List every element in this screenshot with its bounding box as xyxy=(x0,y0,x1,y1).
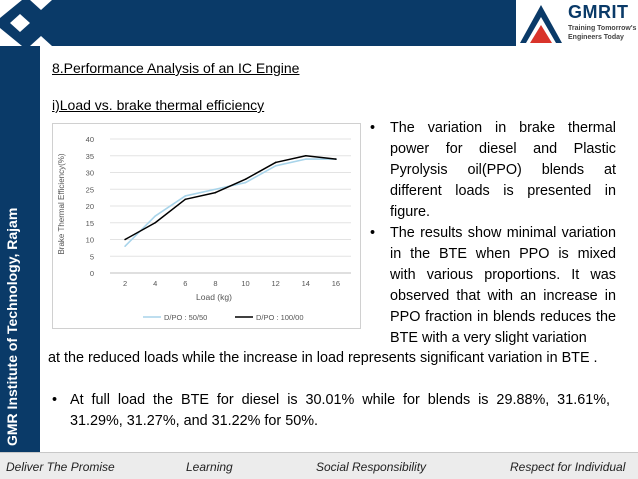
series-2-point xyxy=(124,238,126,241)
x-tick-label: 6 xyxy=(183,279,187,288)
series-2-point xyxy=(184,198,187,201)
sidebar xyxy=(0,46,40,452)
series-2-point xyxy=(305,154,307,157)
series-line-2 xyxy=(124,155,337,241)
series-2-point xyxy=(154,221,156,224)
x-tick-label: 2 xyxy=(123,279,127,288)
series-1-point xyxy=(274,165,277,167)
y-tick-label: 40 xyxy=(86,135,94,144)
footer-item-deliver-promise: Deliver The Promise xyxy=(6,460,115,474)
series-1-point xyxy=(184,195,187,197)
chart-y-tick-labels: 0 5 10 15 20 25 30 35 40 xyxy=(86,135,94,278)
legend-label-2: D/PO : 100/00 xyxy=(256,313,304,322)
slide-subtitle: i)Load vs. brake thermal efficiency xyxy=(52,97,265,113)
legend-label-1: D/PO : 50/50 xyxy=(164,313,207,322)
logo-mark-icon xyxy=(520,5,562,43)
series-2-point xyxy=(214,191,217,194)
chart-y-axis-label: Brake Thermal Efficiency(%) xyxy=(57,153,66,254)
y-tick-label: 30 xyxy=(86,169,94,178)
chart-x-tick-labels: 2 4 6 8 10 12 14 16 xyxy=(123,279,340,288)
bullet-2: The results show minimal variation in th… xyxy=(368,223,616,349)
chart-x-axis-label: Load (kg) xyxy=(196,292,232,302)
bullet-list: The variation in brake thermal power for… xyxy=(368,118,616,349)
x-tick-label: 14 xyxy=(302,279,310,288)
chart-series-lines xyxy=(124,154,337,247)
series-2-point xyxy=(335,158,337,160)
series-1-point xyxy=(124,245,126,247)
y-tick-label: 10 xyxy=(86,236,94,245)
bullet-3-marker: • xyxy=(52,392,58,408)
sidebar-institute-name: GMR Institute of Technology, Rajam xyxy=(4,207,20,446)
logo-name: GMRIT xyxy=(568,2,629,22)
y-tick-label: 25 xyxy=(86,185,94,194)
gmrit-logo: GMRIT Training Tomorrow's Engineers Toda… xyxy=(516,0,638,46)
bullet-2-continuation: at the reduced loads while the increase … xyxy=(48,350,598,366)
series-2-point xyxy=(274,161,277,164)
x-tick-label: 10 xyxy=(241,279,249,288)
logo-tagline-1: Training Tomorrow's xyxy=(568,25,637,32)
x-pattern-decoration xyxy=(0,0,52,46)
series-1-point xyxy=(244,181,247,184)
footer: Deliver The Promise Learning Social Resp… xyxy=(0,452,638,479)
footer-item-social-responsibility: Social Responsibility xyxy=(316,460,427,474)
slide-title: 8.Performance Analysis of an IC Engine xyxy=(52,60,300,76)
x-tick-label: 4 xyxy=(153,279,157,288)
bullet-1: The variation in brake thermal power for… xyxy=(368,118,616,223)
series-1-point xyxy=(305,158,307,160)
series-1-point xyxy=(214,188,217,191)
footer-item-learning: Learning xyxy=(186,460,233,474)
x-tick-label: 16 xyxy=(332,279,340,288)
y-tick-label: 15 xyxy=(86,219,94,228)
y-tick-label: 20 xyxy=(86,202,94,211)
bullet-3: At full load the BTE for diesel is 30.01… xyxy=(70,392,610,429)
footer-item-respect-individual: Respect for Individual xyxy=(510,460,626,474)
series-1-point xyxy=(154,215,156,217)
x-tick-label: 12 xyxy=(272,279,280,288)
logo-tagline-2: Engineers Today xyxy=(568,34,624,41)
series-2-point xyxy=(244,178,247,180)
x-tick-label: 8 xyxy=(213,279,217,288)
y-tick-label: 35 xyxy=(86,152,94,161)
bte-line-chart: 0 5 10 15 20 25 30 35 40 2 4 6 8 10 12 14 16 Brake Ther… xyxy=(52,123,361,329)
y-tick-label: 0 xyxy=(90,269,94,278)
chart-legend: D/PO : 50/50 D/PO : 100/00 xyxy=(143,313,304,322)
y-tick-label: 5 xyxy=(90,252,94,261)
